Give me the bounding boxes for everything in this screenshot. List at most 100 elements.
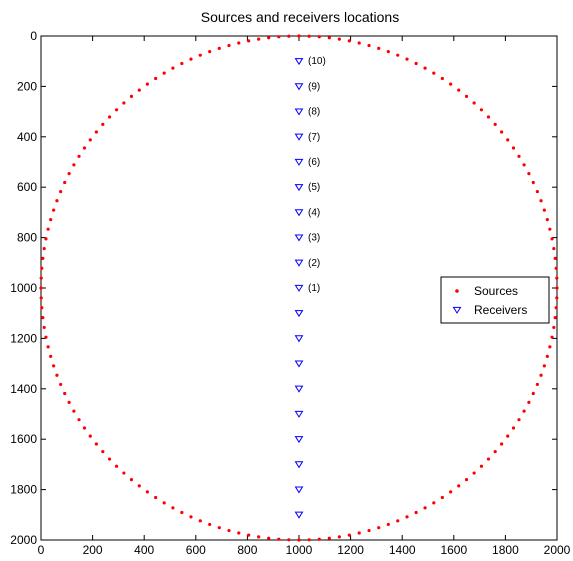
source-point [217, 526, 221, 530]
source-point [307, 538, 311, 542]
receiver-point [294, 461, 304, 469]
source-point [180, 510, 184, 515]
legend-receivers-label: Receivers [474, 303, 527, 317]
source-point [550, 335, 554, 339]
source-point [479, 108, 484, 112]
source-point [531, 180, 535, 185]
source-point [67, 171, 71, 176]
source-point [297, 538, 301, 542]
source-point [101, 122, 105, 126]
source-point [94, 442, 98, 446]
x-tick-label: 1400 [389, 543, 416, 557]
source-point [545, 354, 549, 359]
source-point [44, 237, 48, 241]
source-point [511, 146, 516, 150]
receiver-point [294, 360, 304, 368]
source-point [145, 82, 149, 86]
source-point [198, 519, 202, 523]
source-point [386, 522, 390, 527]
source-point [49, 354, 53, 359]
y-tick-label: 800 [17, 231, 37, 245]
receiver-label: (4) [308, 207, 320, 218]
y-tick-label: 1600 [10, 432, 37, 446]
receiver-point [294, 310, 304, 318]
source-point [171, 506, 175, 510]
y-tick-label: 200 [17, 79, 37, 93]
source-point [247, 39, 251, 43]
receiver-point [294, 511, 304, 519]
receiver-label: (7) [308, 132, 320, 143]
source-point [287, 538, 291, 542]
source-point [67, 400, 71, 405]
source-point [46, 345, 50, 349]
source-point [129, 94, 134, 98]
receiver-point [294, 259, 304, 267]
source-point [449, 490, 453, 494]
source-point [327, 536, 331, 540]
x-tick-label: 1200 [337, 543, 364, 557]
y-tick-label: 600 [17, 180, 37, 194]
source-point [44, 335, 48, 339]
source-point [479, 464, 484, 468]
chart-title: Sources and receivers locations [201, 9, 399, 25]
source-point [337, 535, 341, 539]
legend-sources-marker [455, 289, 459, 293]
source-point [49, 217, 53, 222]
source-point [535, 189, 539, 194]
source-point [247, 533, 251, 537]
source-point [423, 66, 427, 70]
source-point [122, 471, 126, 475]
source-point [527, 400, 531, 405]
receiver-point [294, 184, 304, 192]
source-point [542, 364, 546, 368]
x-tick-label: 1600 [440, 543, 467, 557]
x-tick-label: 2000 [544, 543, 571, 557]
receiver-point [294, 158, 304, 166]
source-point [88, 138, 92, 142]
source-point [40, 266, 44, 270]
source-point [531, 391, 535, 396]
legend: Sources Receivers [440, 276, 550, 324]
source-point [553, 256, 557, 260]
source-point [277, 537, 281, 541]
source-point [527, 171, 531, 176]
source-point [82, 426, 87, 430]
source-point [171, 66, 175, 70]
source-point [145, 490, 149, 494]
receiver-label: (6) [308, 157, 320, 168]
source-point [77, 418, 81, 422]
legend-sources-label: Sources [474, 284, 518, 298]
source-point [55, 199, 59, 203]
source-point [257, 535, 261, 539]
source-point [440, 76, 444, 81]
source-point [107, 115, 112, 119]
source-point [267, 36, 271, 40]
source-point [267, 536, 271, 540]
source-point [423, 506, 427, 510]
source-point [189, 57, 193, 61]
source-point [535, 382, 539, 387]
receiver-point [294, 410, 304, 418]
source-point [357, 531, 361, 535]
source-point [137, 484, 141, 488]
source-point [472, 471, 476, 475]
source-point [539, 373, 543, 377]
y-tick-label: 1000 [10, 281, 37, 295]
source-point [41, 316, 45, 320]
source-point [493, 122, 497, 126]
source-point [59, 382, 63, 387]
y-tick-label: 1200 [10, 331, 37, 345]
source-point [107, 457, 112, 461]
source-point [432, 501, 436, 505]
source-point [237, 531, 241, 535]
source-point [552, 325, 556, 330]
source-point [539, 199, 543, 203]
source-point [464, 478, 469, 482]
source-point [154, 76, 158, 81]
receiver-annotations: (10) (9) (8) (7) (6) (5) (4) (3) (2) (1) [308, 56, 326, 294]
receiver-point [294, 436, 304, 444]
source-point [554, 266, 558, 270]
source-point [553, 316, 557, 320]
source-point [511, 426, 516, 430]
